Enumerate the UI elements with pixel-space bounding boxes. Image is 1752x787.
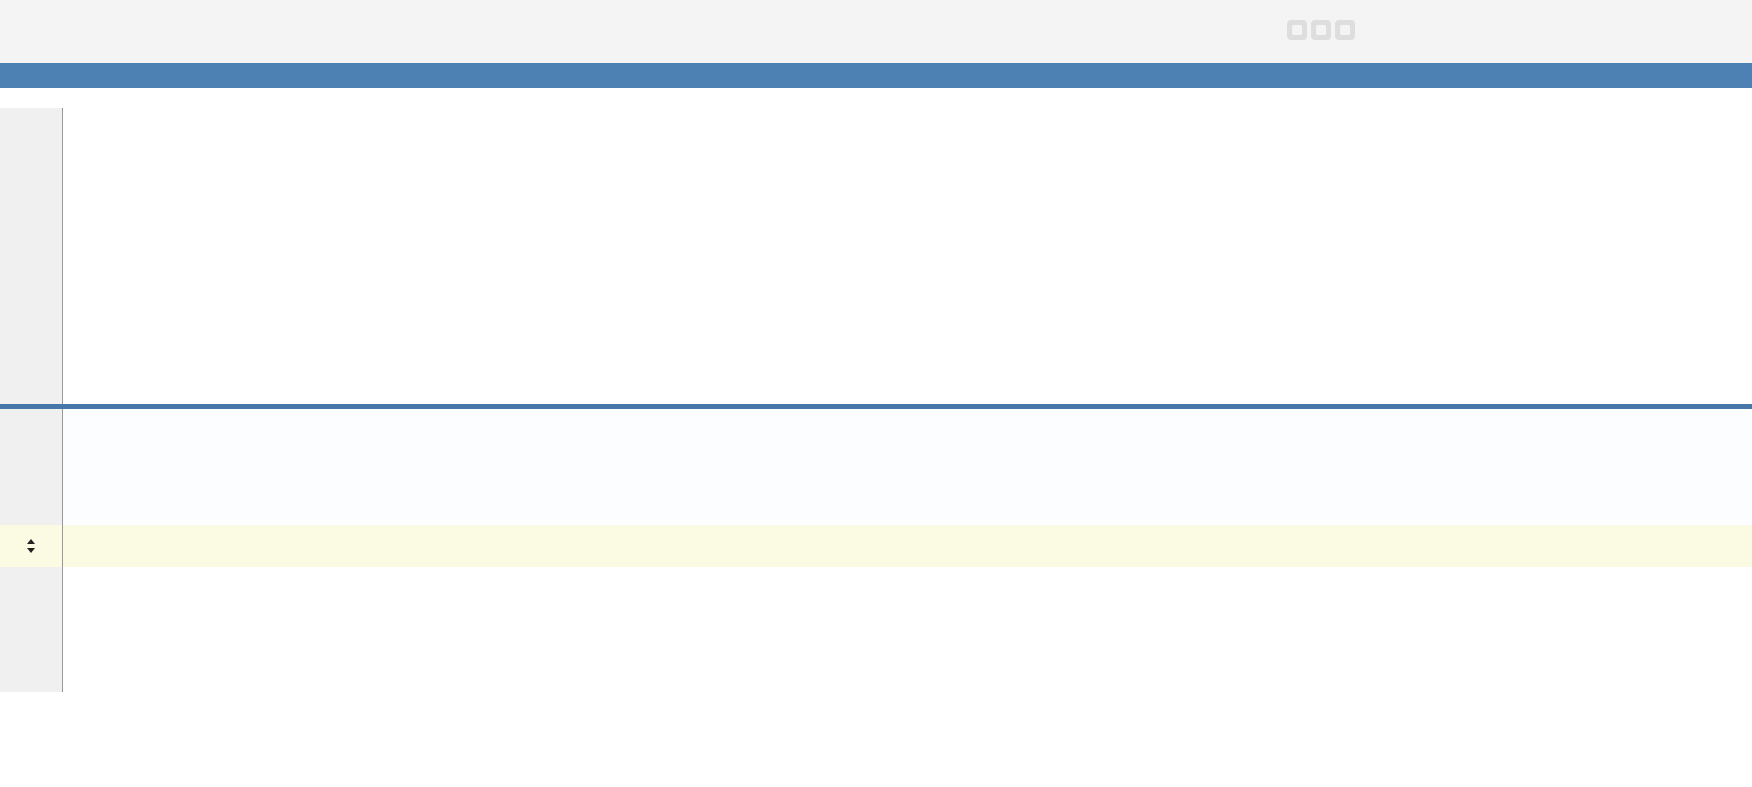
watermark-badge-icon — [1311, 20, 1331, 40]
tide-curve-svg — [63, 108, 1752, 404]
weather-row — [0, 692, 1752, 758]
sun-row — [0, 525, 1752, 567]
page-title — [18, 0, 28, 63]
footer-watermarks — [63, 762, 1752, 787]
y-axis-labels — [0, 110, 60, 404]
sunset-triangle-icon — [27, 548, 35, 553]
day-header-row — [0, 63, 1752, 88]
set-rise-row-label — [0, 603, 63, 645]
moon-row — [0, 567, 1752, 603]
am-pm-row — [0, 88, 1752, 108]
wind-row-label — [0, 645, 63, 692]
wind-row — [0, 645, 1752, 692]
low-tide-row — [0, 467, 1752, 525]
moon-set-rise-row — [0, 603, 1752, 645]
watermark-top — [1280, 20, 1355, 40]
high-row-label — [0, 409, 63, 467]
watermark-badges — [1287, 20, 1355, 40]
title-bar — [0, 0, 1752, 63]
moon-row-label — [0, 567, 63, 603]
tide-chart — [0, 108, 1752, 404]
watermark-badge-icon — [1287, 20, 1307, 40]
low-row-label — [0, 467, 63, 525]
weather-row-gutter — [0, 692, 63, 758]
sunrise-triangle-icon — [27, 539, 35, 544]
chart-baseline — [0, 404, 1752, 409]
watermark-badge-icon — [1335, 20, 1355, 40]
high-tide-row — [0, 409, 1752, 467]
sun-row-label — [0, 525, 63, 567]
y-axis-gutter — [0, 108, 63, 404]
